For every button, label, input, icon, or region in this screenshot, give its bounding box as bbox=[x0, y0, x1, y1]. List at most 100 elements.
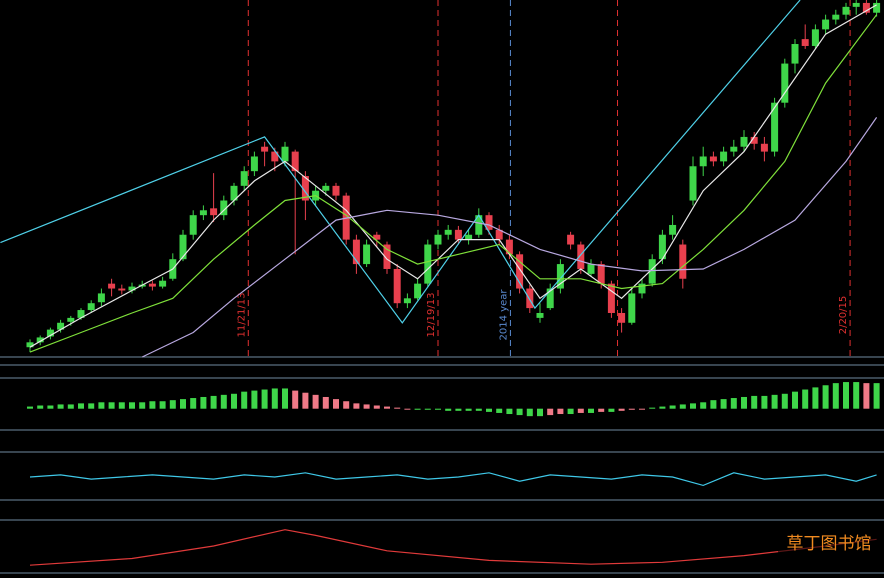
macd-bar bbox=[435, 408, 441, 410]
candle-body bbox=[220, 200, 228, 216]
candle-body bbox=[159, 280, 167, 287]
watermark: 草丁图书馆 bbox=[787, 534, 872, 554]
moving-average bbox=[0, 0, 801, 324]
macd-bar bbox=[302, 392, 309, 409]
macd-bar bbox=[751, 395, 758, 409]
macd-bar bbox=[465, 408, 472, 411]
macd-bar bbox=[537, 408, 543, 417]
candle-body bbox=[658, 234, 666, 260]
candle-body bbox=[250, 156, 258, 172]
macd-bar bbox=[455, 408, 462, 411]
macd-bar bbox=[88, 403, 95, 409]
macd-bar bbox=[649, 407, 656, 409]
candle-body bbox=[791, 44, 799, 64]
macd-bar bbox=[577, 408, 584, 413]
macd-bar bbox=[853, 382, 860, 409]
macd-bar bbox=[67, 404, 74, 409]
macd-bar bbox=[516, 408, 523, 416]
macd-bar bbox=[781, 393, 788, 409]
macd-bar bbox=[404, 408, 411, 410]
candle-body bbox=[842, 6, 850, 15]
macd-bar bbox=[149, 401, 156, 409]
candle-body bbox=[750, 136, 758, 144]
candle-body bbox=[332, 185, 340, 196]
candle-body bbox=[108, 283, 116, 289]
macd-bar bbox=[730, 398, 737, 409]
macd-bar bbox=[863, 383, 870, 409]
candle-body bbox=[373, 234, 381, 240]
macd-bar bbox=[414, 408, 421, 410]
candle-body bbox=[26, 342, 34, 348]
candle-body bbox=[475, 215, 483, 235]
macd-bar bbox=[741, 396, 747, 409]
macd-bar bbox=[506, 408, 513, 415]
candle-body bbox=[556, 264, 564, 289]
candle-body bbox=[271, 151, 279, 162]
date-marker-label: 2/20/15 bbox=[838, 296, 849, 335]
macd-bar bbox=[159, 401, 166, 409]
candle-body bbox=[516, 254, 524, 289]
macd-bar bbox=[669, 405, 676, 409]
candle-body bbox=[77, 310, 85, 318]
macd-bar bbox=[424, 408, 431, 410]
candle-body bbox=[771, 102, 779, 152]
macd-bar bbox=[271, 388, 278, 409]
macd-bar bbox=[231, 393, 237, 409]
candle-body bbox=[781, 63, 789, 103]
macd-bar bbox=[108, 402, 115, 409]
candle-body bbox=[322, 185, 330, 191]
macd-bar bbox=[618, 408, 625, 411]
macd-bar bbox=[588, 408, 594, 413]
candle-body bbox=[546, 288, 554, 309]
macd-bar bbox=[445, 408, 452, 411]
macd-bar bbox=[802, 389, 809, 409]
macd-bar bbox=[139, 402, 146, 409]
candle-body bbox=[485, 215, 493, 230]
candle-body bbox=[638, 283, 646, 294]
macd-bar bbox=[322, 396, 329, 409]
candle-body bbox=[720, 151, 728, 162]
candle-body bbox=[46, 329, 54, 337]
candle-body bbox=[832, 14, 840, 20]
macd-bar bbox=[210, 395, 217, 409]
macd-bar bbox=[639, 408, 645, 410]
macd-bar bbox=[873, 383, 880, 409]
moving-average bbox=[29, 14, 878, 353]
indicator-line bbox=[29, 529, 877, 566]
macd-bar bbox=[363, 404, 370, 409]
watermark-bg bbox=[778, 530, 880, 556]
macd-bar bbox=[526, 408, 533, 417]
candle-body bbox=[393, 268, 401, 304]
candle-body bbox=[189, 215, 197, 235]
date-marker-label: 11/21/13 bbox=[236, 293, 247, 338]
macd-bar bbox=[608, 408, 615, 412]
candle-body bbox=[454, 229, 462, 240]
macd-bar bbox=[200, 396, 207, 409]
macd-bar bbox=[761, 395, 768, 409]
candle-body bbox=[352, 239, 360, 265]
candle-body bbox=[730, 146, 738, 152]
macd-bar bbox=[282, 388, 288, 409]
candle-body bbox=[587, 264, 595, 274]
candle-body bbox=[148, 283, 156, 287]
plot-area: 11/21/13 12/19/13 2014 year 2/20/15 bbox=[0, 0, 881, 566]
macd-bar bbox=[292, 390, 299, 409]
candle-body bbox=[760, 143, 768, 152]
candle-body bbox=[403, 298, 411, 304]
macd-bar bbox=[241, 391, 248, 409]
macd-bar bbox=[98, 402, 105, 409]
macd-bar bbox=[792, 391, 798, 409]
candle-body bbox=[577, 244, 585, 269]
candle-body bbox=[118, 288, 126, 291]
candle-body bbox=[862, 2, 870, 13]
candle-body bbox=[536, 312, 544, 318]
candle-body bbox=[699, 156, 707, 167]
candle-body bbox=[363, 244, 371, 265]
candle-body bbox=[179, 234, 187, 260]
macd-bar bbox=[679, 404, 686, 409]
candle-body bbox=[505, 239, 513, 255]
macd-bar bbox=[720, 399, 727, 409]
candle-body bbox=[873, 2, 881, 13]
candle-body bbox=[87, 303, 95, 311]
candle-body bbox=[291, 151, 299, 172]
